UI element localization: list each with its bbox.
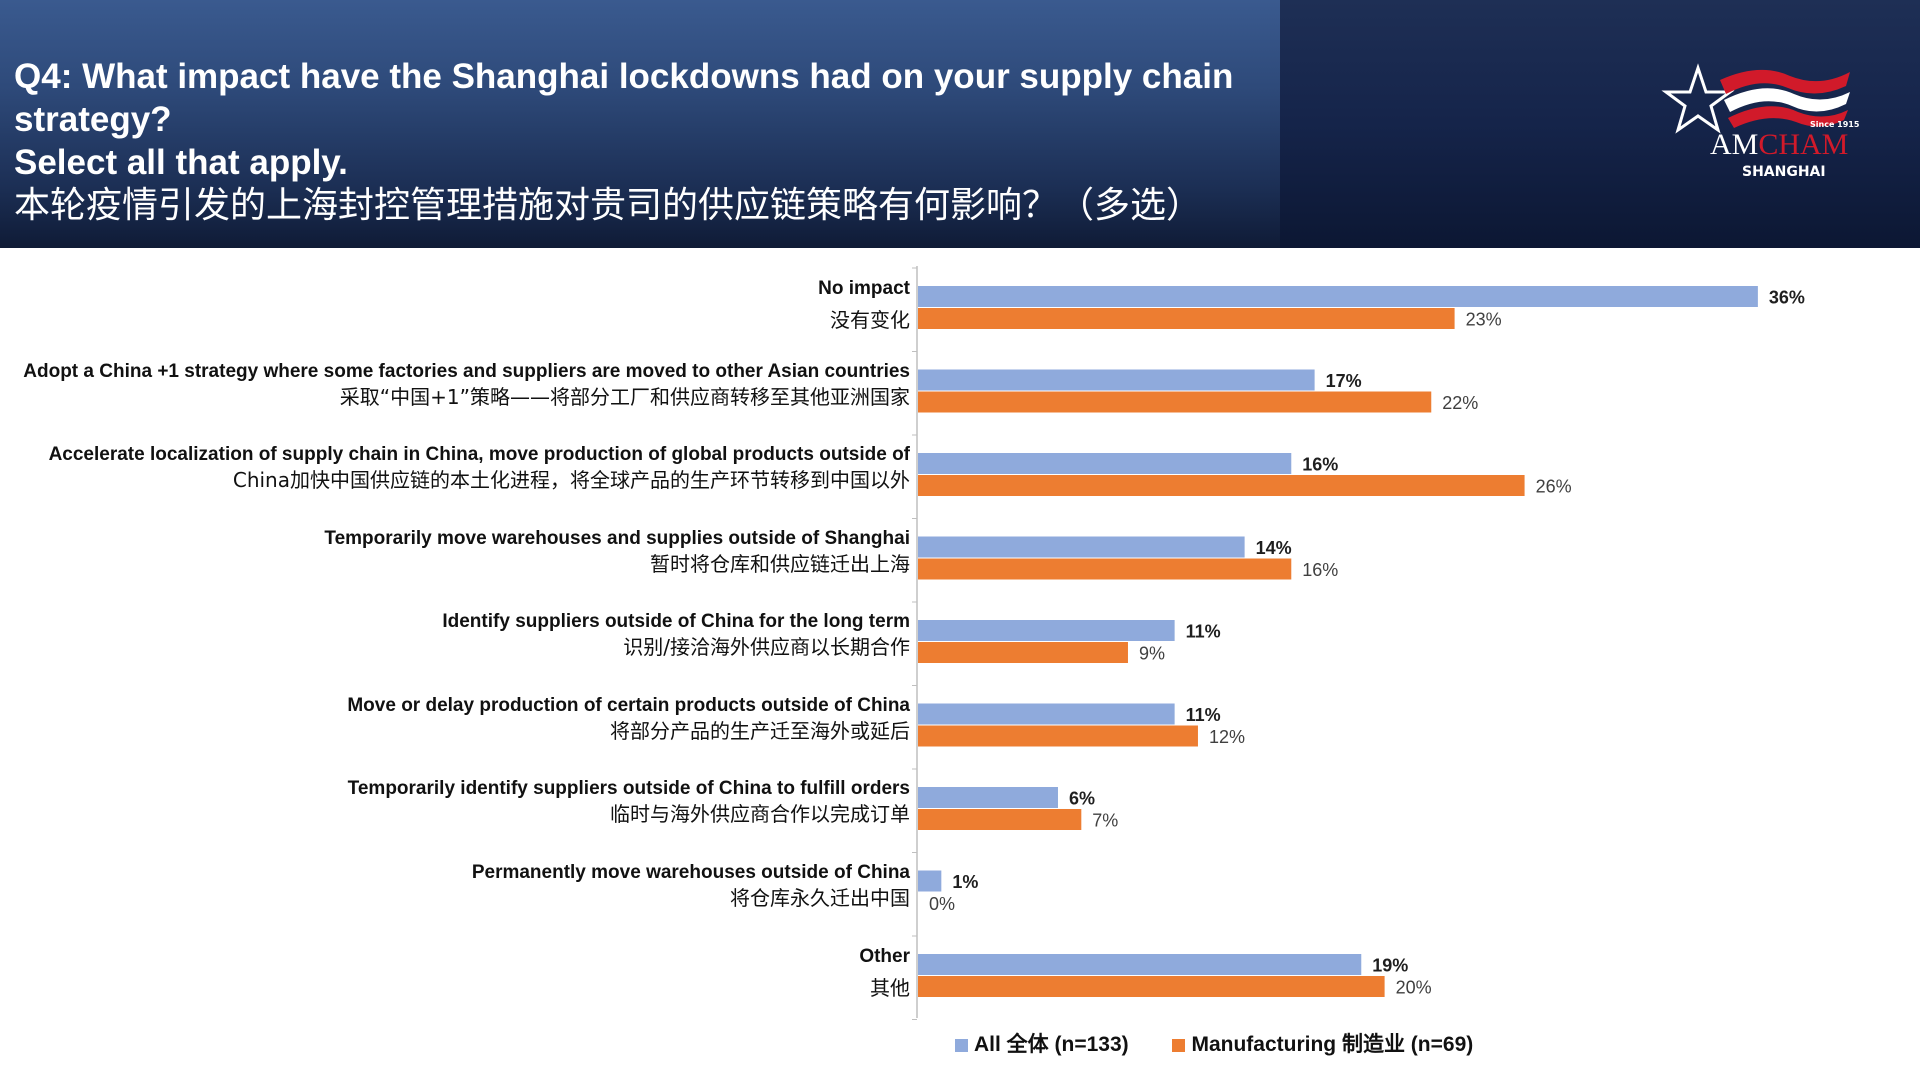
bar-manufacturing-1 <box>918 391 1432 413</box>
chart-area: 36% 23% 17% 22% 16% 26% 14% 16% 11% 9% 11% 12% 6% 7% 1… <box>0 248 1920 1080</box>
category-label-zh: 暂时将仓库和供应链迁出上海 <box>650 551 910 576</box>
bar-all-0 <box>918 286 1758 307</box>
bar-manufacturing-2 <box>918 475 1525 496</box>
category-label-en: Move or delay production of certain prod… <box>347 694 910 716</box>
bar-manufacturing-0 <box>918 308 1455 329</box>
bar-all-7 <box>918 870 942 892</box>
bar-all-5 <box>918 703 1175 725</box>
bar-all-4 <box>918 620 1175 641</box>
legend-label-all: All 全体 (n=133) <box>974 1033 1129 1056</box>
data-label-manufacturing-0: 23% <box>1466 310 1502 330</box>
page-title: Q4: What impact have the Shanghai lockdo… <box>14 55 1394 227</box>
bar-all-3 <box>918 536 1245 558</box>
category-label-zh: 其他 <box>870 976 910 1000</box>
bar-all-8 <box>918 954 1362 975</box>
bar-chart: 36%23%17%22%16%26%14%16%11%9%11%12%6%7%1… <box>912 266 1805 1020</box>
category-label-en: No impact <box>818 278 910 299</box>
category-label-zh: 采取“中国+1”策略——将部分工厂和供应商转移至其他亚洲国家 <box>339 384 910 409</box>
data-label-manufacturing-8: 20% <box>1396 978 1432 998</box>
category-label-8: Other 其他 <box>859 945 910 1001</box>
legend-item-manufacturing: Manufacturing 制造业 (n=69) <box>1172 1028 1473 1058</box>
data-label-manufacturing-4: 9% <box>1139 644 1165 664</box>
data-label-all-5: 11% <box>1186 705 1221 725</box>
data-label-all-1: 17% <box>1326 371 1362 391</box>
title-zh: 本轮疫情引发的上海封控管理措施对贵司的供应链策略有何影响？（多选） <box>14 185 1203 226</box>
data-label-manufacturing-5: 12% <box>1209 727 1245 747</box>
category-label-5: Move or delay production of certain prod… <box>347 694 910 744</box>
title-en-line1: Q4: What impact have the Shanghai lockdo… <box>14 57 1234 139</box>
legend-swatch-manufacturing <box>1172 1038 1186 1052</box>
category-label-3: Temporarily move warehouses and supplies… <box>324 527 910 577</box>
category-label-en: Temporarily move warehouses and supplies… <box>324 527 910 549</box>
bar-manufacturing-4 <box>918 642 1128 663</box>
category-label-zh: China加快中国供应链的本土化进程，将全球产品的生产环节转移到中国以外 <box>232 468 910 492</box>
category-label-en: Permanently move warehouses outside of C… <box>471 861 910 883</box>
data-label-all-3: 14% <box>1256 538 1292 558</box>
category-label-2: Accelerate localization of supply chain … <box>49 443 910 493</box>
category-label-zh: 临时与海外供应商合作以完成订单 <box>610 802 910 826</box>
data-label-all-4: 11% <box>1186 622 1221 642</box>
logo-since: Since 1915 <box>1810 120 1860 129</box>
bar-manufacturing-5 <box>918 725 1198 747</box>
data-label-manufacturing-7: 0% <box>929 894 955 914</box>
category-label-zh: 将仓库永久迁出中国 <box>730 885 910 910</box>
flag-star-icon <box>1661 63 1850 134</box>
amcham-logo: Since 1915 AMCHAM SHANGHAI <box>1660 58 1880 188</box>
bar-all-1 <box>918 369 1315 391</box>
category-label-7: Permanently move warehouses outside of C… <box>472 861 910 911</box>
data-label-all-6: 6% <box>1069 789 1095 809</box>
category-label-en: Accelerate localization of supply chain … <box>48 444 910 465</box>
logo-city: SHANGHAI <box>1742 164 1826 180</box>
data-label-all-8: 19% <box>1372 956 1408 976</box>
legend-label-manufacturing: Manufacturing 制造业 (n=69) <box>1191 1033 1474 1056</box>
data-label-manufacturing-1: 22% <box>1442 393 1478 413</box>
category-label-zh: 将部分产品的生产迁至海外或延后 <box>610 718 910 743</box>
category-label-1: Adopt a China +1 strategy where some fac… <box>23 360 910 410</box>
logo-cham: CHAM <box>1758 128 1849 161</box>
bar-all-6 <box>918 787 1058 808</box>
title-en-line2: Select all that apply. <box>14 143 348 182</box>
data-label-manufacturing-3: 16% <box>1302 560 1338 580</box>
category-label-zh: 识别/接洽海外供应商以长期合作 <box>623 635 910 659</box>
data-label-manufacturing-6: 7% <box>1092 811 1118 831</box>
category-label-6: Temporarily identify suppliers outside o… <box>348 777 910 827</box>
category-label-4: Identify suppliers outside of China for … <box>442 610 910 660</box>
category-label-en: Adopt a China +1 strategy where some fac… <box>23 360 910 382</box>
bar-manufacturing-3 <box>918 558 1292 580</box>
category-label-0: No impact 没有变化 <box>818 277 910 333</box>
data-label-manufacturing-2: 26% <box>1536 477 1572 497</box>
bar-all-2 <box>918 453 1292 474</box>
data-label-all-0: 36% <box>1769 288 1805 308</box>
category-label-en: Identify suppliers outside of China for … <box>442 611 910 632</box>
legend-item-all: All 全体 (n=133) <box>955 1028 1129 1058</box>
logo-name: AMCHAM <box>1710 128 1848 162</box>
bar-manufacturing-8 <box>918 976 1385 997</box>
data-label-all-2: 16% <box>1302 455 1338 475</box>
category-label-en: Temporarily identify suppliers outside o… <box>347 778 910 799</box>
chart-legend: All 全体 (n=133) Manufacturing 制造业 (n=69) <box>955 1028 1511 1058</box>
logo-am: AM <box>1710 128 1759 161</box>
category-label-en: Other <box>859 946 910 967</box>
data-label-all-7: 1% <box>952 872 978 892</box>
legend-swatch-all <box>955 1038 968 1052</box>
category-label-zh: 没有变化 <box>830 308 910 332</box>
bar-manufacturing-6 <box>918 809 1082 830</box>
